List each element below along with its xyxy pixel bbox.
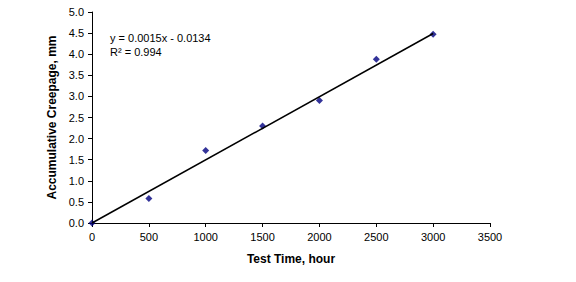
svg-text:2000: 2000 <box>307 231 331 243</box>
svg-text:3.0: 3.0 <box>69 90 84 102</box>
svg-text:R² = 0.994: R² = 0.994 <box>110 46 162 58</box>
svg-text:2.5: 2.5 <box>69 112 84 124</box>
svg-text:3500: 3500 <box>478 231 502 243</box>
svg-text:1000: 1000 <box>193 231 217 243</box>
svg-text:0: 0 <box>89 231 95 243</box>
svg-text:1.0: 1.0 <box>69 175 84 187</box>
svg-text:4.0: 4.0 <box>69 48 84 60</box>
svg-text:1.5: 1.5 <box>69 154 84 166</box>
svg-text:3000: 3000 <box>421 231 445 243</box>
svg-text:Accumulative Creepage, mm: Accumulative Creepage, mm <box>45 35 59 199</box>
svg-text:1500: 1500 <box>250 231 274 243</box>
svg-text:2.0: 2.0 <box>69 133 84 145</box>
svg-text:4.5: 4.5 <box>69 27 84 39</box>
svg-text:0.0: 0.0 <box>69 217 84 229</box>
svg-text:Test Time, hour: Test Time, hour <box>247 252 336 266</box>
svg-text:500: 500 <box>140 231 158 243</box>
svg-text:y = 0.0015x - 0.0134: y = 0.0015x - 0.0134 <box>110 32 211 44</box>
svg-text:3.5: 3.5 <box>69 69 84 81</box>
svg-text:0.5: 0.5 <box>69 196 84 208</box>
svg-text:5.0: 5.0 <box>69 6 84 18</box>
svg-text:2500: 2500 <box>364 231 388 243</box>
